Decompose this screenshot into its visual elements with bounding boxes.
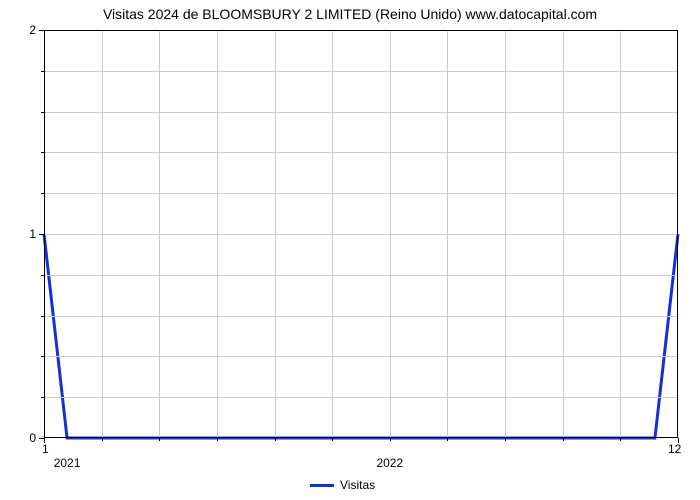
y-minor-tick — [41, 193, 44, 194]
y-axis-label: 1 — [29, 227, 36, 241]
x-category-label: 2022 — [376, 456, 403, 470]
series-line — [44, 234, 678, 438]
x-category-label: 2021 — [54, 456, 81, 470]
x-minor-tick — [275, 438, 276, 441]
x-minor-tick — [217, 438, 218, 441]
legend-line-icon — [310, 484, 334, 487]
axis-top — [44, 30, 678, 31]
y-minor-tick — [41, 275, 44, 276]
chart-container: Visitas 2024 de BLOOMSBURY 2 LIMITED (Re… — [0, 0, 700, 500]
x-axis-label: 1 — [42, 442, 49, 456]
x-minor-tick — [447, 438, 448, 441]
y-minor-tick — [41, 356, 44, 357]
x-major-tick — [44, 438, 45, 443]
y-major-tick — [39, 30, 44, 31]
y-axis-label: 0 — [29, 431, 36, 445]
grid-horizontal — [44, 71, 678, 72]
axis-right — [677, 30, 678, 438]
x-minor-tick — [505, 438, 506, 441]
y-minor-tick — [41, 112, 44, 113]
x-minor-tick — [332, 438, 333, 441]
x-minor-tick — [620, 438, 621, 441]
grid-horizontal — [44, 397, 678, 398]
x-minor-tick — [102, 438, 103, 441]
x-minor-tick — [390, 438, 391, 441]
legend: Visitas — [310, 478, 375, 492]
axis-bottom — [44, 437, 678, 438]
grid-horizontal — [44, 275, 678, 276]
y-minor-tick — [41, 316, 44, 317]
grid-horizontal — [44, 112, 678, 113]
legend-label: Visitas — [340, 478, 375, 492]
x-minor-tick — [159, 438, 160, 441]
x-axis-label: 12 — [668, 442, 681, 456]
grid-horizontal — [44, 193, 678, 194]
axis-left — [44, 30, 45, 438]
y-axis-label: 2 — [29, 23, 36, 37]
y-minor-tick — [41, 397, 44, 398]
grid-horizontal — [44, 152, 678, 153]
grid-horizontal — [44, 316, 678, 317]
grid-horizontal — [44, 356, 678, 357]
x-major-tick — [678, 438, 679, 443]
y-minor-tick — [41, 71, 44, 72]
y-minor-tick — [41, 152, 44, 153]
y-major-tick — [39, 234, 44, 235]
x-minor-tick — [563, 438, 564, 441]
grid-horizontal — [44, 234, 678, 235]
plot-svg — [0, 0, 700, 500]
